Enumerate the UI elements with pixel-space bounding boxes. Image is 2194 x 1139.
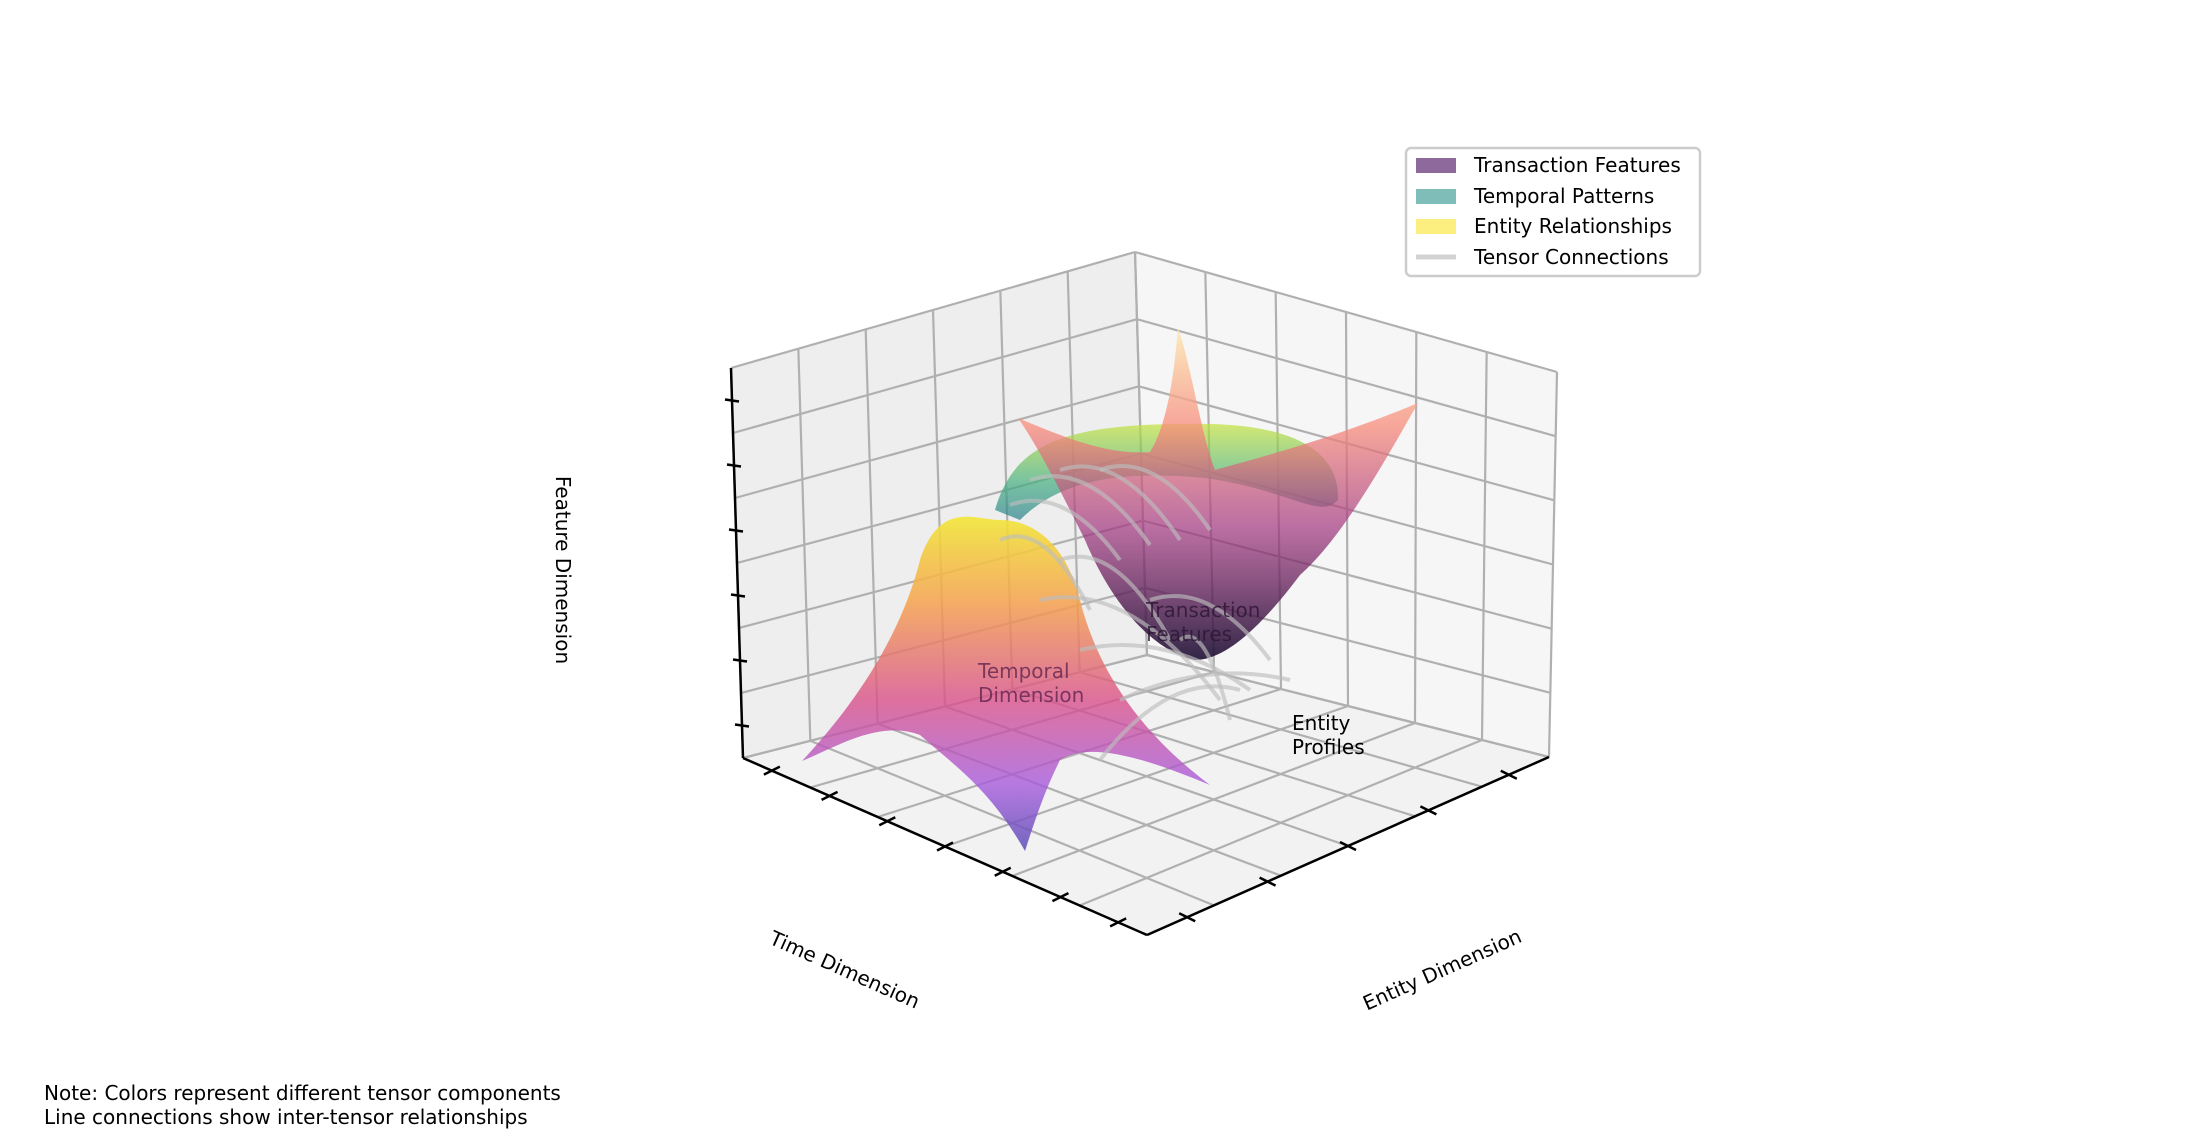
grid-line-y (1480, 351, 1488, 741)
y-tick (1419, 805, 1437, 816)
z-tick (734, 723, 750, 728)
tensor-connection-line (1059, 554, 1172, 641)
tensor-connection-line (1039, 595, 1222, 702)
x-tick (763, 765, 781, 776)
z-tick (724, 398, 740, 403)
x-axis-ticks (763, 765, 1127, 928)
grid-line-z (730, 250, 1136, 370)
y-tick (1339, 840, 1357, 852)
tensor-connections (999, 464, 1291, 762)
grid-line-floor (1079, 671, 1483, 788)
legend-label-entity-relationships: Entity Relationships (1474, 214, 1672, 238)
y-tick (1500, 769, 1518, 780)
y-axis-ticks (1178, 769, 1518, 923)
x-tick (936, 841, 954, 852)
tensor-connection-line (1099, 464, 1212, 532)
y-axis (1146, 755, 1550, 937)
legend-label-temporal-patterns: Temporal Patterns (1473, 184, 1654, 208)
tensor-connection-line (999, 534, 1092, 611)
footnote-line-1: Note: Colors represent different tensor … (44, 1081, 561, 1105)
x-tick (821, 790, 839, 802)
grid-line-y (1547, 371, 1559, 758)
z-axis (724, 367, 750, 759)
legend-label-transaction-features: Transaction Features (1473, 153, 1681, 177)
legend-swatch-entity-relationships (1416, 219, 1456, 234)
tensor-connection-line (1059, 464, 1182, 542)
tensor-connection-line (1029, 474, 1152, 547)
x-tick (994, 866, 1012, 877)
legend: Transaction Features Temporal Patterns E… (1404, 146, 1702, 278)
z-tick (732, 658, 748, 663)
legend-swatch-temporal-patterns (1416, 189, 1456, 204)
tensor-connection-line (1119, 671, 1291, 702)
annotation-entity-profiles: Entity Profiles (1292, 711, 1365, 759)
surfaces (802, 328, 1418, 851)
tensor-connection-line (1178, 634, 1232, 721)
annotation-temporal-dimension: Temporal Dimension (977, 659, 1084, 707)
z-tick (726, 463, 742, 468)
tensor-connection-line (1079, 643, 1252, 692)
entity-relationships-surface (802, 516, 1210, 851)
x-axis-label: Time Dimension (765, 925, 923, 1013)
z-tick (728, 528, 744, 533)
y-tick (1259, 876, 1277, 887)
x-tick (1109, 917, 1127, 928)
legend-label-tensor-connections: Tensor Connections (1473, 245, 1669, 269)
tensor-connection-line (1098, 684, 1241, 762)
y-axis-label: Entity Dimension (1359, 924, 1525, 1016)
tensor-connection-line (1149, 594, 1272, 662)
x-tick (878, 816, 896, 827)
footnote-line-2: Line connections show inter-tensor relat… (44, 1105, 528, 1129)
x-tick (1051, 891, 1069, 903)
legend-swatch-transaction-features (1416, 158, 1456, 173)
z-axis-label: Feature Dimension (551, 476, 575, 664)
z-axis-ticks (724, 398, 750, 728)
annotation-transaction-features: Transaction Features (1145, 598, 1267, 646)
x-axis (742, 756, 1148, 937)
grid-line-z (1134, 250, 1558, 374)
transaction-features-surface (1018, 328, 1418, 660)
tensor-connection-line (1009, 498, 1122, 562)
z-tick (730, 593, 746, 598)
legend-frame (1404, 146, 1702, 278)
grid-line-y (1413, 331, 1418, 724)
y-tick (1178, 912, 1196, 923)
